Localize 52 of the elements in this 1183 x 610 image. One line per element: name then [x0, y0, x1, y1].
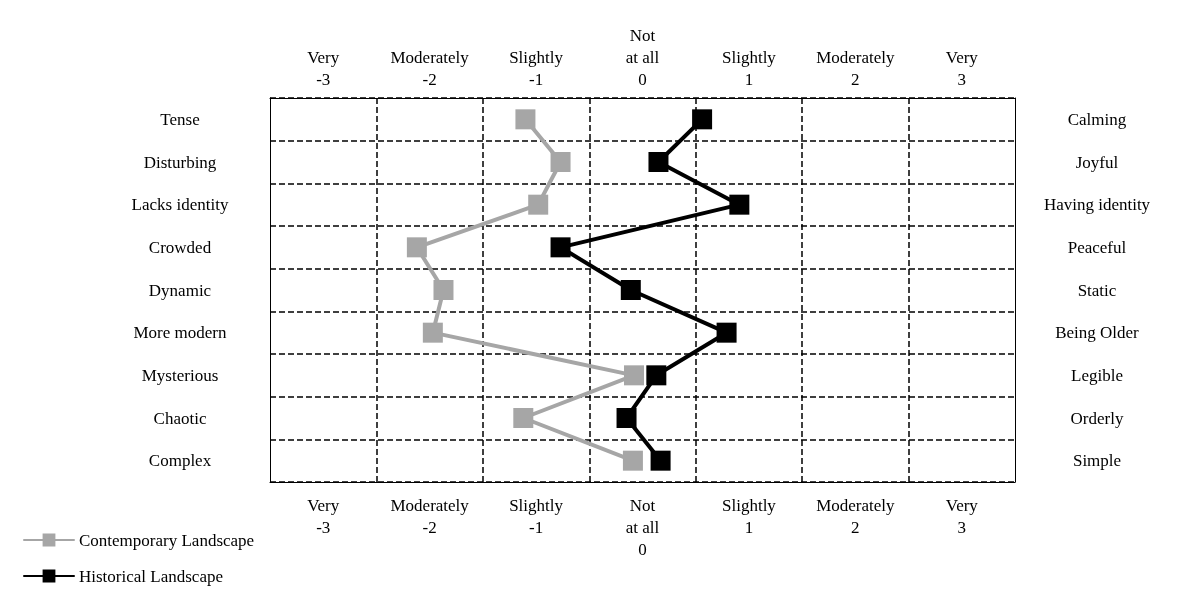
point — [729, 194, 750, 215]
y-tick-label: Chaotic — [153, 408, 207, 428]
legend-label: Historical Landscape — [79, 566, 223, 586]
x2-tick-label: Moderately -2 — [390, 495, 470, 537]
point — [550, 237, 571, 258]
x2-tick-label: Very 3 — [945, 495, 979, 537]
x-tick-label: Slightly 1 — [722, 47, 777, 89]
y2-tick-label: Having identity — [1043, 195, 1151, 215]
legend-label: Contemporary Landscape — [79, 530, 255, 550]
point — [622, 450, 643, 471]
y2-tick-label: Being Older — [1055, 323, 1140, 343]
point — [616, 408, 637, 428]
y2-tick-label: Static — [1077, 280, 1117, 300]
x-tick-label: Very -3 — [307, 47, 340, 89]
y-tick-label: Lacks identity — [131, 195, 229, 215]
point — [515, 109, 536, 130]
x-tick-label: Slightly -1 — [509, 47, 564, 89]
x-tick-label: Very 3 — [945, 47, 979, 89]
point — [646, 365, 667, 386]
point — [620, 280, 641, 300]
x2-tick-label: Moderately 2 — [816, 495, 896, 537]
y-tick-label: Mysterious — [141, 365, 219, 385]
y2-tick-label: Legible — [1071, 365, 1123, 385]
x2-tick-label: Slightly -1 — [509, 495, 564, 537]
y2-tick-label: Joyful — [1075, 152, 1119, 172]
x2-tick-label: Not at all 0 — [625, 495, 660, 559]
y-tick-label: Tense — [160, 109, 200, 129]
point — [692, 109, 713, 130]
x-tick-label: Moderately 2 — [816, 47, 896, 89]
point — [650, 450, 671, 471]
x2-tick-label: Very -3 — [307, 495, 340, 537]
point — [406, 237, 427, 258]
y-tick-label: More modern — [133, 323, 227, 343]
x-tick-label: Moderately -2 — [390, 47, 470, 89]
point — [528, 194, 549, 215]
point — [716, 322, 737, 343]
y2-tick-label: Simple — [1072, 451, 1122, 471]
point — [550, 152, 571, 172]
y-tick-label: Disturbing — [143, 152, 217, 172]
y2-tick-label: Orderly — [1070, 408, 1124, 428]
y2-tick-label: Peaceful — [1067, 237, 1127, 257]
x-tick-label: Not at all 0 — [625, 25, 660, 89]
point — [433, 280, 454, 300]
y-tick-label: Complex — [148, 451, 212, 471]
y2-tick-label: Calming — [1067, 109, 1127, 129]
point — [422, 322, 443, 343]
x2-tick-label: Slightly 1 — [722, 495, 777, 537]
y-tick-label: Crowded — [148, 237, 212, 257]
y-tick-label: Dynamic — [148, 280, 212, 300]
point — [648, 152, 669, 172]
point — [623, 365, 644, 386]
point — [513, 408, 534, 428]
